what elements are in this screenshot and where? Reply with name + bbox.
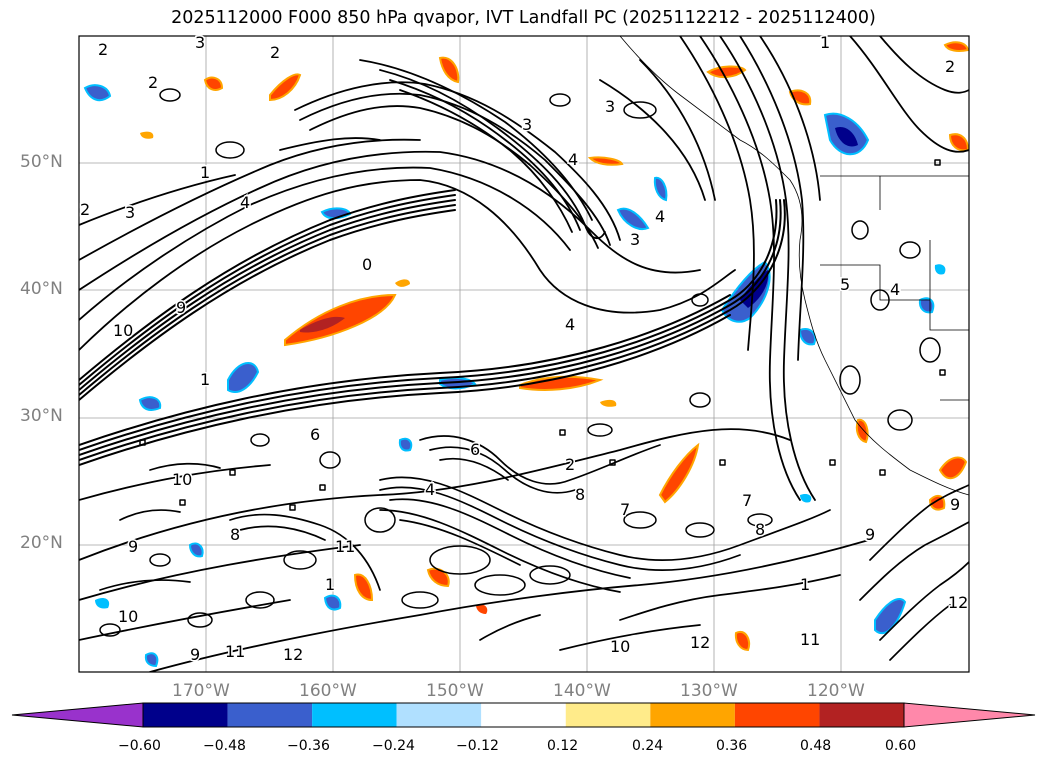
contour-label: 9 — [865, 525, 875, 544]
contour-label: 1 — [800, 575, 810, 594]
colorbar-frame — [142, 702, 905, 728]
contour-label: 5 — [840, 275, 850, 294]
colorbar-tick-060: 0.60 — [885, 738, 917, 754]
lat-label-40n: 40°N — [20, 279, 63, 299]
contour-label: 4 — [425, 480, 435, 499]
contour-label: 8 — [755, 520, 765, 539]
contour-label: 7 — [620, 500, 630, 519]
contour-label: 1 — [200, 370, 210, 389]
contour-label: 2 — [270, 43, 280, 62]
contour-label: 2 — [98, 40, 108, 59]
contour-label: 2 — [565, 455, 575, 474]
contour-label: 10 — [610, 637, 630, 656]
contour-label: 1 — [325, 575, 335, 594]
lon-label-130w: 130°W — [680, 681, 738, 701]
contour-label: 12 — [690, 633, 710, 652]
contour-label: 8 — [230, 525, 240, 544]
map-title: 2025112000 F000 850 hPa qvapor, IVT Land… — [171, 8, 876, 28]
contour-label: 10 — [118, 607, 138, 626]
lat-label-20n: 20°N — [20, 533, 63, 553]
contour-label: 11 — [335, 537, 355, 556]
colorbar — [11, 702, 1036, 728]
contour-label: 2 — [148, 73, 158, 92]
contour-label: 4 — [655, 207, 665, 226]
colorbar-segment — [734, 703, 820, 727]
map-frame — [78, 35, 970, 673]
colorbar-tick-024: 0.24 — [632, 738, 664, 754]
lat-label-30n: 30°N — [20, 406, 63, 426]
contour-label: 2 — [80, 200, 90, 219]
colorbar-extension-low — [11, 702, 144, 728]
contour-label: 9 — [176, 298, 186, 317]
colorbar-segment — [312, 703, 397, 727]
lon-label-120w: 120°W — [807, 681, 865, 701]
contour-label: 3 — [125, 203, 135, 222]
contour-label: 11 — [800, 630, 820, 649]
contour-label: 9 — [190, 645, 200, 664]
lon-label-160w: 160°W — [299, 681, 357, 701]
contour-label: 12 — [948, 593, 968, 612]
contour-label: 2 — [945, 57, 955, 76]
contour-label: 1 — [200, 163, 210, 182]
contour-label: 4 — [890, 280, 900, 299]
lat-label-50n: 50°N — [20, 152, 63, 172]
contour-label: 12 — [283, 645, 303, 664]
contour-label: 3 — [522, 115, 532, 134]
contour-label: 4 — [240, 193, 250, 212]
lon-label-150w: 150°W — [426, 681, 484, 701]
colorbar-tick-neg060: −0.60 — [118, 738, 161, 754]
contour-label: 10 — [172, 470, 192, 489]
contour-label: 3 — [605, 97, 615, 116]
colorbar-segment — [565, 703, 651, 727]
colorbar-tick-neg024: −0.24 — [372, 738, 415, 754]
colorbar-segment — [396, 703, 482, 727]
colorbar-segment — [819, 703, 904, 727]
lon-label-140w: 140°W — [553, 681, 611, 701]
colorbar-tick-036: 0.36 — [716, 738, 748, 754]
contour-label: 0 — [362, 255, 372, 274]
contour-label: 6 — [470, 440, 480, 459]
colorbar-tick-neg048: −0.48 — [203, 738, 246, 754]
contour-label: 4 — [568, 150, 578, 169]
contour-label: 9 — [128, 537, 138, 556]
colorbar-segment — [227, 703, 313, 727]
contour-label: 1 — [820, 33, 830, 52]
contour-label: 4 — [565, 315, 575, 334]
contour-label: 6 — [310, 425, 320, 444]
coastline — [619, 36, 969, 496]
contour-label: 8 — [575, 485, 585, 504]
lon-label-170w: 170°W — [172, 681, 230, 701]
colorbar-tick-048: 0.48 — [800, 738, 832, 754]
ivt-contours — [79, 36, 969, 672]
colorbar-tick-neg036: −0.36 — [287, 738, 330, 754]
qvapor-positive-patches — [140, 41, 969, 652]
colorbar-tick-012: 0.12 — [547, 738, 579, 754]
colorbar-segment — [481, 703, 566, 727]
contour-label: 3 — [195, 33, 205, 52]
colorbar-segment — [650, 703, 735, 727]
contour-label: 11 — [225, 642, 245, 661]
colorbar-extension-high — [903, 702, 1036, 728]
contour-label: 3 — [630, 230, 640, 249]
contour-label: 7 — [742, 491, 752, 510]
colorbar-segment — [143, 703, 228, 727]
contour-label: 10 — [113, 321, 133, 340]
colorbar-tick-neg012: −0.12 — [456, 738, 499, 754]
contour-label: 9 — [950, 495, 960, 514]
